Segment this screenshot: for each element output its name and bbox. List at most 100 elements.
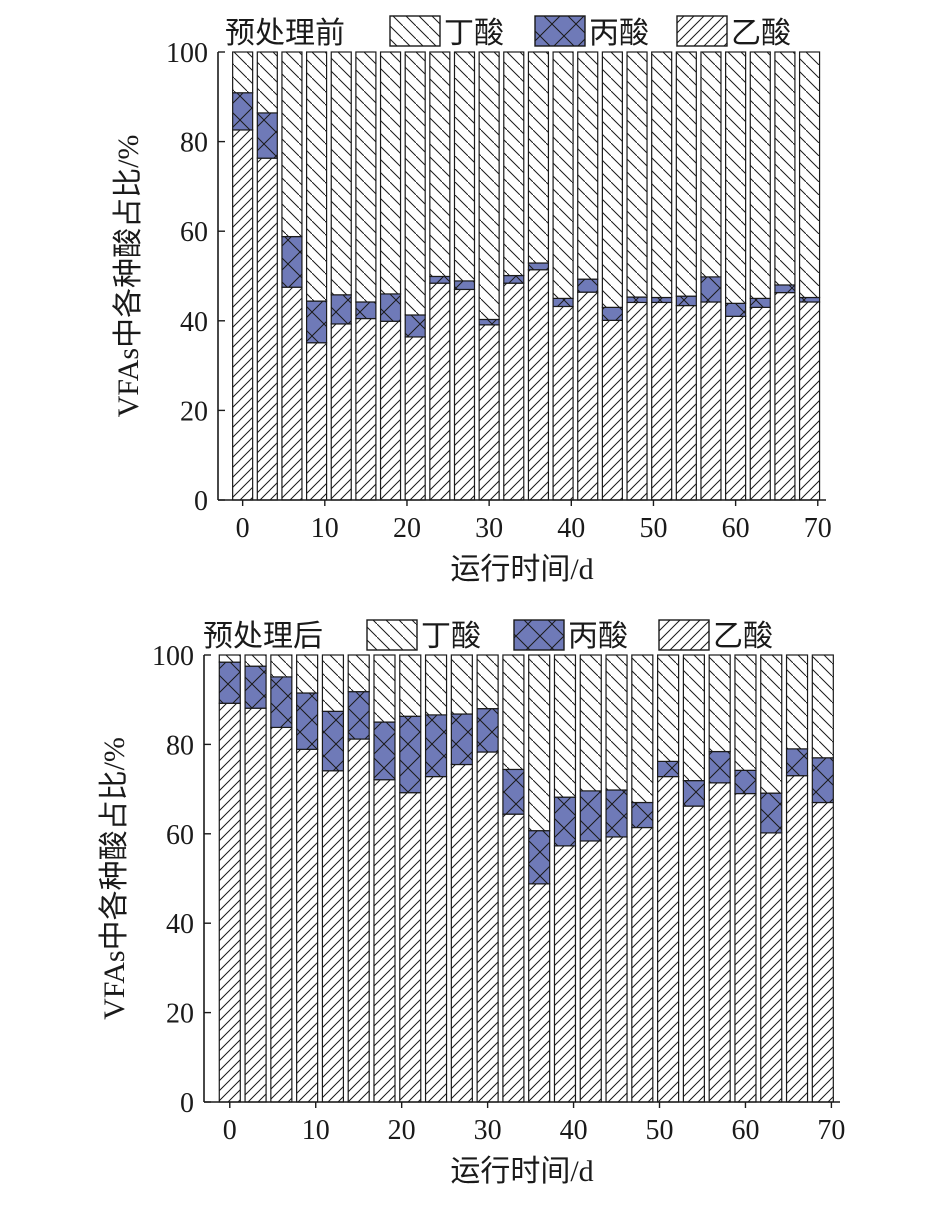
bar-stack [579, 654, 602, 1103]
bar-segment [355, 301, 377, 320]
bar-segment [476, 751, 499, 1103]
bar-segment [503, 282, 525, 501]
bar-stack [218, 654, 241, 1103]
bar-stack [305, 51, 328, 501]
x-tick-label: 20 [388, 1115, 416, 1146]
bar-segment [657, 760, 680, 778]
bar-stack [552, 51, 574, 501]
bar-segment [601, 51, 623, 308]
legend-label: 乙酸 [731, 17, 791, 50]
bar-segment [476, 654, 499, 710]
bar-stack [527, 51, 550, 501]
bar-segment [760, 654, 783, 794]
bar-segment [700, 276, 722, 303]
bar-segment [528, 654, 551, 832]
bar-stack [296, 654, 319, 1103]
bar-segment [281, 235, 303, 288]
bar-segment [682, 654, 705, 782]
bar-segment [682, 780, 705, 807]
bar-stack [321, 654, 345, 1103]
bar-stack [244, 654, 267, 1103]
bar-segment [626, 51, 648, 298]
bar-segment [605, 836, 628, 1103]
bar-segment [798, 296, 821, 303]
bar-segment [321, 770, 345, 1103]
legend-swatch [513, 619, 565, 651]
x-axis-title: 运行时间/d [450, 553, 593, 586]
bar-segment [528, 830, 551, 885]
bar-segment [725, 302, 747, 317]
bar-segment [528, 883, 551, 1103]
bar-segment [232, 51, 254, 94]
bar-segment [553, 845, 577, 1103]
bar-segment [404, 336, 426, 501]
bar-segment [749, 297, 771, 308]
bar-segment [218, 654, 241, 663]
panel-title: 预处理后 [203, 620, 323, 653]
bar-segment [798, 301, 821, 501]
x-tick-label: 60 [722, 513, 750, 544]
bar-segment [579, 790, 602, 842]
y-tick-label: 60 [180, 217, 208, 248]
bar-segment [734, 654, 757, 771]
bar-segment [305, 342, 328, 501]
bar-segment [760, 832, 783, 1103]
bar-segment [379, 293, 402, 322]
bar-segment [631, 826, 654, 1103]
bar-segment [605, 654, 628, 791]
bar-segment [577, 278, 599, 293]
bar-segment [785, 748, 809, 777]
bar-segment [330, 51, 352, 296]
bar-segment [244, 665, 267, 709]
bar-segment [256, 51, 278, 114]
bar-stack [281, 51, 303, 501]
bar-segment [579, 840, 602, 1103]
bar-stack [232, 51, 254, 501]
bar-segment [379, 51, 402, 295]
bar-stack [355, 51, 377, 501]
bar-segment [774, 284, 796, 294]
bar-stack [700, 51, 722, 501]
y-tick-label: 80 [180, 128, 208, 159]
bar-segment [675, 304, 697, 501]
x-tick-label: 30 [475, 513, 503, 544]
bar-segment [708, 782, 731, 1103]
bar-segment [218, 661, 241, 704]
bar-segment [577, 51, 599, 280]
bar-segment [478, 318, 500, 326]
y-tick-label: 40 [180, 307, 208, 338]
y-tick-label: 20 [166, 999, 194, 1030]
bar-segment [296, 692, 319, 750]
legend-label: 丁酸 [444, 17, 504, 50]
y-tick-label: 80 [166, 730, 194, 761]
bar-stack [478, 51, 500, 501]
bar-segment [626, 301, 648, 501]
bar-segment [553, 796, 577, 847]
bar-segment [760, 792, 783, 834]
bar-segment [399, 654, 422, 717]
bar-segment [429, 275, 451, 284]
bar-segment [734, 769, 757, 795]
y-tick-label: 0 [194, 486, 208, 517]
bar-stack [503, 51, 525, 501]
bar-stack [450, 654, 473, 1103]
bar-segment [450, 763, 473, 1103]
bar-stack [502, 654, 525, 1103]
bar-segment [749, 306, 771, 501]
y-tick-label: 0 [180, 1088, 194, 1119]
bar-segment [305, 300, 328, 344]
bar-segment [700, 301, 722, 501]
bar-stack [553, 654, 577, 1103]
bar-segment [355, 51, 377, 303]
bar-stack [528, 654, 551, 1103]
legend-label: 乙酸 [713, 620, 773, 653]
bar-stack [774, 51, 796, 501]
bar-segment [270, 654, 293, 678]
bar-segment [626, 296, 648, 304]
legend-swatch [658, 619, 710, 651]
bar-segment [700, 51, 722, 278]
bar-segment [404, 51, 426, 316]
bar-segment [453, 51, 476, 282]
bar-segment [725, 51, 747, 304]
bar-segment [347, 738, 370, 1103]
